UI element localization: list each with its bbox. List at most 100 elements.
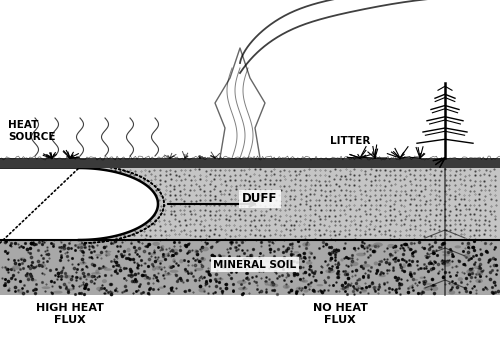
Ellipse shape <box>221 255 226 257</box>
Ellipse shape <box>394 250 400 252</box>
Text: HEAT
SOURCE: HEAT SOURCE <box>8 120 56 141</box>
Ellipse shape <box>362 264 370 267</box>
Ellipse shape <box>150 253 156 255</box>
Ellipse shape <box>79 276 82 280</box>
Ellipse shape <box>300 280 306 282</box>
Ellipse shape <box>95 270 100 273</box>
Ellipse shape <box>102 279 107 283</box>
Ellipse shape <box>26 274 34 279</box>
Text: DUFF: DUFF <box>242 192 278 205</box>
Ellipse shape <box>68 282 71 284</box>
Ellipse shape <box>302 242 310 247</box>
Ellipse shape <box>420 277 424 279</box>
Ellipse shape <box>194 268 203 271</box>
Ellipse shape <box>20 257 25 260</box>
Ellipse shape <box>158 286 164 289</box>
Ellipse shape <box>12 265 20 270</box>
Ellipse shape <box>65 288 74 291</box>
Bar <box>0 168 500 240</box>
Ellipse shape <box>172 249 178 252</box>
Ellipse shape <box>226 267 232 272</box>
Ellipse shape <box>161 245 164 249</box>
Ellipse shape <box>448 290 456 294</box>
Ellipse shape <box>367 244 374 247</box>
Text: NO HEAT
FLUX: NO HEAT FLUX <box>312 303 368 325</box>
Ellipse shape <box>168 265 172 269</box>
Ellipse shape <box>364 246 370 249</box>
Ellipse shape <box>100 267 108 269</box>
Text: LITTER: LITTER <box>330 136 370 146</box>
Ellipse shape <box>95 254 102 257</box>
Ellipse shape <box>442 253 450 257</box>
Ellipse shape <box>432 286 438 291</box>
Ellipse shape <box>265 260 269 263</box>
Ellipse shape <box>306 261 312 265</box>
Ellipse shape <box>198 288 205 292</box>
Ellipse shape <box>40 263 46 268</box>
Ellipse shape <box>362 289 368 291</box>
Ellipse shape <box>79 261 86 265</box>
Ellipse shape <box>340 258 344 261</box>
Ellipse shape <box>374 261 378 265</box>
Polygon shape <box>0 168 158 240</box>
Ellipse shape <box>326 269 335 273</box>
Ellipse shape <box>11 267 15 270</box>
Ellipse shape <box>476 270 483 274</box>
Ellipse shape <box>53 291 62 294</box>
Ellipse shape <box>422 283 432 285</box>
Ellipse shape <box>163 273 172 276</box>
Ellipse shape <box>304 289 308 293</box>
Ellipse shape <box>340 287 349 291</box>
Ellipse shape <box>356 253 366 256</box>
Ellipse shape <box>450 284 460 286</box>
Ellipse shape <box>30 279 37 282</box>
Ellipse shape <box>442 251 451 253</box>
Ellipse shape <box>264 281 268 286</box>
Ellipse shape <box>194 249 198 254</box>
Ellipse shape <box>79 243 84 245</box>
Ellipse shape <box>344 271 350 273</box>
Ellipse shape <box>268 284 276 286</box>
Ellipse shape <box>316 284 324 286</box>
Ellipse shape <box>308 251 312 254</box>
Ellipse shape <box>388 244 395 248</box>
Ellipse shape <box>296 287 304 291</box>
Ellipse shape <box>96 287 102 291</box>
Ellipse shape <box>238 287 248 291</box>
Ellipse shape <box>296 256 301 260</box>
Bar <box>0 240 500 295</box>
Ellipse shape <box>378 274 386 277</box>
Ellipse shape <box>442 262 451 267</box>
Ellipse shape <box>63 275 72 278</box>
Ellipse shape <box>260 256 264 259</box>
Ellipse shape <box>270 284 278 287</box>
Ellipse shape <box>172 258 176 263</box>
Ellipse shape <box>237 280 246 284</box>
Ellipse shape <box>306 285 312 288</box>
Ellipse shape <box>458 277 463 281</box>
Ellipse shape <box>372 286 382 289</box>
Ellipse shape <box>144 277 149 280</box>
Ellipse shape <box>283 285 290 289</box>
Ellipse shape <box>350 261 358 266</box>
Ellipse shape <box>408 285 412 289</box>
Ellipse shape <box>375 244 380 249</box>
Bar <box>0 158 500 168</box>
Ellipse shape <box>60 247 66 251</box>
Ellipse shape <box>373 243 383 247</box>
Ellipse shape <box>17 289 23 293</box>
Ellipse shape <box>279 261 283 265</box>
Ellipse shape <box>285 286 288 288</box>
Ellipse shape <box>464 254 470 258</box>
Ellipse shape <box>296 256 301 260</box>
Ellipse shape <box>104 251 112 253</box>
Ellipse shape <box>202 247 209 251</box>
Ellipse shape <box>104 253 110 256</box>
Ellipse shape <box>454 266 459 268</box>
Ellipse shape <box>154 266 163 270</box>
Ellipse shape <box>360 290 367 293</box>
Ellipse shape <box>476 279 483 283</box>
Ellipse shape <box>76 244 85 249</box>
Ellipse shape <box>356 285 361 289</box>
Ellipse shape <box>152 268 156 271</box>
